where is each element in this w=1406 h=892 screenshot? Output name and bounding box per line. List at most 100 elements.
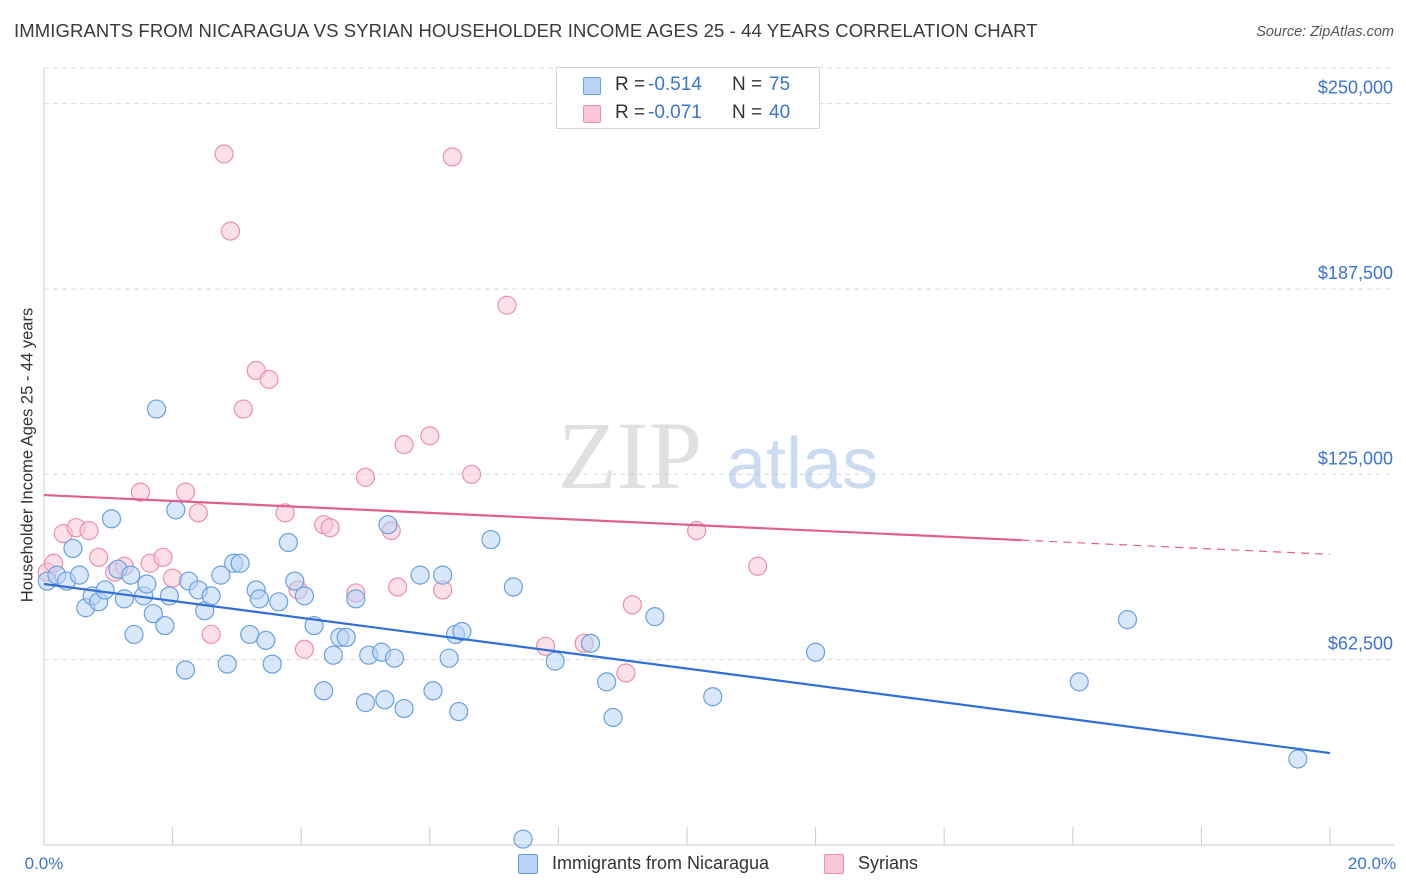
trend-line-syrians [43,493,1022,542]
data-point-nicaragua [256,630,276,650]
legend-r-label: R = [615,102,646,123]
y-tick-labels: $62,500 $125,000 $187,500 $250,000 [1318,78,1393,654]
trend-line-syrians-extrapolated [1021,539,1331,555]
data-point-nicaragua [346,589,366,609]
data-point-nicaragua [375,690,395,710]
data-point-syrians [616,663,636,683]
grid-lines [44,67,1394,661]
data-point-nicaragua [410,565,430,585]
data-point-nicaragua [394,698,414,719]
watermark: ZIP atlas [558,402,878,509]
trend-line-nicaragua [43,582,1331,755]
data-point-nicaragua [155,615,175,636]
data-point-syrians [622,595,642,615]
legend-swatch-pink [824,854,844,874]
legend-r-label: R = [615,74,646,95]
data-point-nicaragua [481,529,501,550]
y-tick-label: $62,500 [1328,634,1393,654]
data-point-nicaragua [580,633,601,653]
data-point-nicaragua [1117,610,1138,630]
data-point-nicaragua [69,565,89,585]
data-point-nicaragua [211,565,231,585]
data-point-nicaragua [645,607,665,627]
legend-n-value: 75 [769,74,791,95]
data-point-syrians [497,295,517,315]
x-tick-label-min: 0.0% [25,854,64,873]
data-point-syrians [461,464,482,484]
y-tick-label: $250,000 [1318,78,1393,98]
data-point-nicaragua [1069,672,1089,692]
data-point-nicaragua [433,565,453,585]
data-point-syrians [130,482,151,502]
legend-r-value: -0.071 [648,102,702,123]
data-point-nicaragua [423,681,443,701]
data-point-nicaragua [249,589,270,609]
data-point-nicaragua [355,693,376,713]
legend-label-nicaragua: Immigrants from Nicaragua [552,853,770,873]
legend-swatch-pink [583,105,601,123]
data-point-syrians [420,426,440,446]
data-point-syrians [79,521,99,541]
data-point-nicaragua [101,509,122,529]
data-point-nicaragua [597,672,617,692]
data-point-nicaragua [513,829,533,849]
data-point-syrians [188,503,208,523]
data-point-nicaragua [1288,749,1308,769]
data-point-nicaragua [114,589,134,609]
data-point-syrians [294,639,315,659]
data-point-syrians [153,547,173,567]
data-point-nicaragua [439,648,459,668]
data-point-nicaragua [314,681,334,701]
correlation-legend: R = -0.514 N = 75 R = -0.071 N = 40 [556,67,820,129]
data-point-nicaragua [269,592,289,612]
data-point-nicaragua [262,654,282,674]
data-point-syrians [175,482,196,502]
data-point-nicaragua [336,627,356,648]
legend-swatch-blue [583,77,601,95]
watermark-atlas: atlas [726,424,878,504]
data-point-nicaragua [124,624,144,645]
axes [43,68,1394,846]
data-point-syrians [355,467,376,487]
series-legend: Immigrants from Nicaragua Syrians [0,851,1406,877]
data-point-syrians [89,547,109,567]
data-point-syrians [748,556,768,576]
data-point-nicaragua [230,553,250,573]
data-point-syrians [163,568,183,588]
data-point-nicaragua [201,586,221,606]
watermark-zip: ZIP [558,402,702,509]
data-point-nicaragua [137,574,157,594]
legend-n-label: N = [732,102,763,123]
data-point-nicaragua [378,515,398,535]
data-point-nicaragua [603,707,623,728]
data-point-nicaragua [63,538,83,559]
data-point-nicaragua [146,399,167,419]
data-point-nicaragua [217,654,237,674]
data-point-nicaragua [95,580,115,600]
legend-n-label: N = [732,74,763,95]
x-ticks [43,827,1331,845]
data-point-syrians [388,577,408,597]
data-point-nicaragua [294,586,315,606]
data-point-nicaragua [285,571,305,591]
data-point-syrians [320,518,340,538]
data-point-nicaragua [143,604,163,624]
data-point-nicaragua [384,648,405,668]
data-point-syrians [259,369,279,389]
data-point-nicaragua [452,621,472,642]
data-point-syrians [201,624,221,645]
data-point-syrians [220,221,241,241]
data-point-syrians [214,144,234,164]
data-point-syrians [275,503,295,523]
data-point-nicaragua [175,660,196,680]
data-point-nicaragua [240,624,260,645]
legend-r-value: -0.514 [648,74,702,95]
x-tick-label-max: 20.0% [1348,854,1396,873]
legend-n-value: 40 [769,102,791,123]
data-point-nicaragua [323,645,343,665]
data-point-nicaragua [703,687,723,707]
data-point-syrians [394,435,414,455]
data-point-nicaragua [545,651,565,671]
y-tick-label: $125,000 [1318,448,1393,468]
